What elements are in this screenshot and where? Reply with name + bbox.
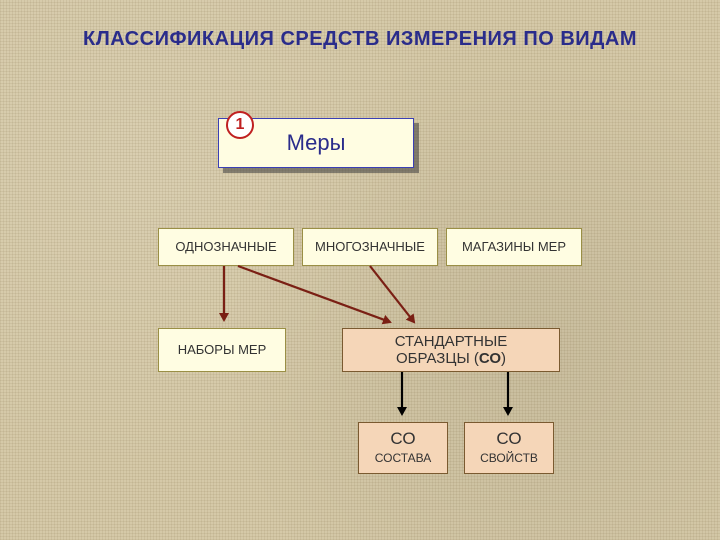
- box-standartnye-obraztsy: СТАНДАРТНЫЕ ОБРАЗЦЫ (СО): [342, 328, 560, 372]
- box-label: МНОГОЗНАЧНЫЕ: [315, 240, 425, 255]
- top-box-label: Меры: [287, 130, 346, 155]
- box-label: МАГАЗИНЫ МЕР: [462, 240, 566, 255]
- box-so-svoistv: СО СВОЙСТВ: [464, 422, 554, 474]
- box-label: СТАНДАРТНЫЕ ОБРАЗЦЫ (СО): [395, 333, 508, 368]
- box-label: ОДНОЗНАЧНЫЕ: [175, 240, 276, 255]
- box-magaziny-mer: МАГАЗИНЫ МЕР: [446, 228, 582, 266]
- box-mnogoznachnye: МНОГОЗНАЧНЫЕ: [302, 228, 438, 266]
- arrow: [370, 266, 414, 322]
- box-label: СО СОСТАВА: [375, 429, 432, 468]
- box-nabory-mer: НАБОРЫ МЕР: [158, 328, 286, 372]
- badge-label: 1: [236, 116, 245, 134]
- box-label: СО СВОЙСТВ: [480, 429, 538, 468]
- box-odnoznachnye: ОДНОЗНАЧНЫЕ: [158, 228, 294, 266]
- badge-1: 1: [226, 111, 254, 139]
- diagram-canvas: КЛАССИФИКАЦИЯ СРЕДСТВ ИЗМЕРЕНИЯ ПО ВИДАМ…: [0, 0, 720, 540]
- box-so-sostava: СО СОСТАВА: [358, 422, 448, 474]
- box-label: НАБОРЫ МЕР: [178, 343, 267, 358]
- page-title: КЛАССИФИКАЦИЯ СРЕДСТВ ИЗМЕРЕНИЯ ПО ВИДАМ: [0, 28, 720, 51]
- arrow: [238, 266, 390, 322]
